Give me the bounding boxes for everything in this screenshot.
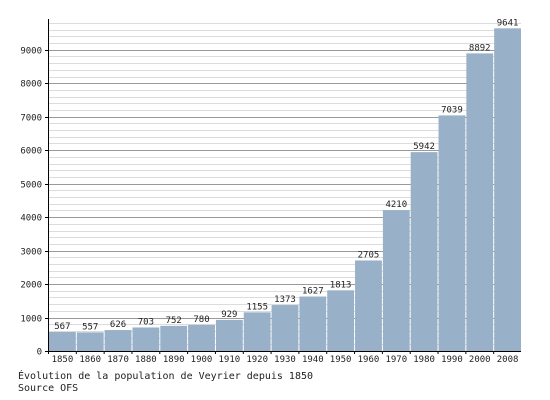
bar-1870 <box>104 330 132 351</box>
data-label-1940: 1627 <box>302 287 324 297</box>
x-tick-label-1930: 1930 <box>274 355 296 365</box>
bar-2000 <box>466 53 494 352</box>
data-label-1930: 1373 <box>274 295 296 305</box>
y-tick-label-3000: 3000 <box>20 248 42 258</box>
x-tick-label-2000: 2000 <box>469 355 491 365</box>
bar-1950 <box>327 290 355 351</box>
bar-1850 <box>49 332 76 351</box>
x-tick-label-1890: 1890 <box>163 355 185 365</box>
chart-caption-source: Source OFS <box>18 383 79 394</box>
data-label-1870: 626 <box>110 320 126 330</box>
y-tick-label-1000: 1000 <box>20 315 42 325</box>
bar-1980 <box>410 152 438 351</box>
x-tick-label-1920: 1920 <box>246 355 268 365</box>
bar-1900 <box>188 324 215 351</box>
x-tick-label-1980: 1980 <box>413 355 435 365</box>
bar-1930 <box>271 305 299 351</box>
x-tick-label-1970: 1970 <box>385 355 407 365</box>
y-tick-label-0: 0 <box>37 348 42 358</box>
data-label-1980: 5942 <box>413 142 435 152</box>
data-label-1960: 2705 <box>358 250 380 260</box>
data-label-1990: 7039 <box>441 105 463 115</box>
y-tick-label-9000: 9000 <box>20 47 42 57</box>
y-tick-label-2000: 2000 <box>20 281 42 291</box>
data-label-1850: 567 <box>54 322 70 332</box>
x-tick-label-1870: 1870 <box>107 355 129 365</box>
x-tick-label-1950: 1950 <box>330 355 352 365</box>
x-tick-label-1850: 1850 <box>52 355 74 365</box>
bars <box>49 28 521 352</box>
data-label-1860: 557 <box>82 322 98 332</box>
data-label-1880: 703 <box>138 317 154 327</box>
x-tick-label-1910: 1910 <box>219 355 241 365</box>
bar-1890 <box>160 325 188 351</box>
data-label-1910: 929 <box>221 310 237 320</box>
tick-labels: 1850 1860 1870 1880 1890 1900 1910 1920 1930 1940… <box>20 47 518 366</box>
axes <box>45 19 521 354</box>
bar-1960 <box>355 260 382 351</box>
data-labels: 567 557 626 703 752 780 929 1155 1373 1627 1813 270… <box>54 18 518 332</box>
data-label-1950: 1813 <box>330 280 352 290</box>
data-label-1920: 1155 <box>246 302 268 312</box>
x-tick-label-1960: 1960 <box>358 355 380 365</box>
chart-caption-title: Évolution de la population de Veyrier de… <box>18 371 314 382</box>
x-tick-label-1940: 1940 <box>302 355 324 365</box>
bar-1940 <box>299 296 327 351</box>
data-label-1890: 752 <box>166 316 182 326</box>
bar-2008 <box>494 28 521 352</box>
bar-1990 <box>438 115 466 351</box>
bar-1970 <box>382 210 410 351</box>
data-label-2000: 8892 <box>469 43 491 53</box>
bar-1880 <box>132 327 160 351</box>
x-tick-label-1990: 1990 <box>441 355 463 365</box>
bar-1920 <box>243 312 271 351</box>
y-tick-label-4000: 4000 <box>20 214 42 224</box>
y-tick-label-8000: 8000 <box>20 80 42 90</box>
x-tick-label-2008: 2008 <box>497 355 519 365</box>
y-tick-label-7000: 7000 <box>20 114 42 124</box>
y-tick-label-5000: 5000 <box>20 181 42 191</box>
x-tick-label-1900: 1900 <box>191 355 213 365</box>
data-label-1900: 780 <box>193 315 209 325</box>
data-label-2008: 9641 <box>497 18 519 28</box>
data-label-1970: 4210 <box>385 200 407 210</box>
y-tick-label-6000: 6000 <box>20 147 42 157</box>
bar-1860 <box>76 332 104 351</box>
x-tick-label-1880: 1880 <box>135 355 157 365</box>
x-tick-label-1860: 1860 <box>79 355 101 365</box>
bar-1910 <box>215 319 243 351</box>
